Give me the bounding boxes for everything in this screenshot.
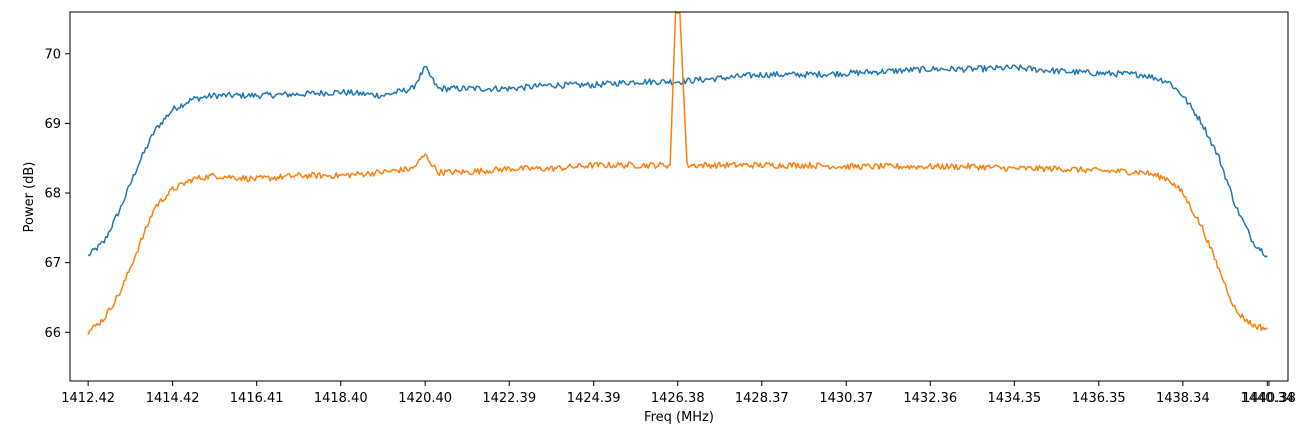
x-tick-label: 1422.39 (482, 391, 536, 406)
x-tick-label: 1432.36 (903, 391, 957, 406)
x-tick-label: 1440.38 (1242, 391, 1296, 406)
y-axis-label: Power (dB) (22, 162, 37, 233)
x-tick-label: 1436.35 (1072, 391, 1126, 406)
x-axis: 1412.42 1414.42 1416.41 1418.40 1420.40 1422.… (61, 381, 1296, 406)
x-tick-label: 1416.41 (230, 391, 284, 406)
series-line-1 (87, 64, 1268, 258)
x-tick-label: 1428.37 (735, 391, 789, 406)
x-tick-label: 1418.40 (314, 391, 368, 406)
x-tick-label: 1412.42 (61, 391, 115, 406)
y-axis: 66 67 68 69 70 (44, 47, 70, 341)
x-tick-label: 1438.34 (1156, 391, 1210, 406)
x-tick-label: 1440.34 (1240, 391, 1294, 406)
x-tick-label: 1434.35 (987, 391, 1041, 406)
plot-area (70, 12, 1288, 381)
x-tick-label: 1426.38 (651, 391, 705, 406)
plot-frame (69, 11, 1289, 382)
x-tick-label: 1430.37 (819, 391, 873, 406)
x-tick-label: 1424.39 (567, 391, 621, 406)
x-tick-label: 1414.42 (146, 391, 200, 406)
x-axis-label: Freq (MHz) (644, 410, 714, 425)
y-tick-label: 66 (44, 326, 61, 341)
y-tick-label: 68 (44, 187, 61, 202)
x-tick-label: 1420.40 (398, 391, 452, 406)
y-tick-label: 70 (44, 47, 61, 62)
y-tick-label: 67 (44, 256, 61, 271)
y-tick-label: 69 (44, 117, 61, 132)
